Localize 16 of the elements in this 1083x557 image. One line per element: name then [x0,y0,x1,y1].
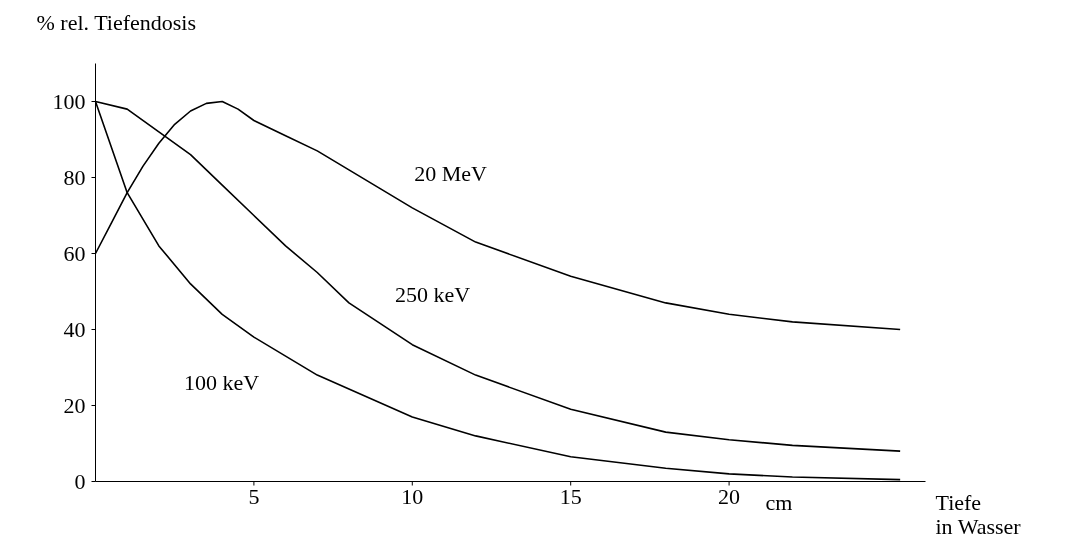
y-tick-label: 80 [63,164,86,190]
y-tick-label: 60 [63,240,86,266]
y-tick-label: 0 [74,468,86,494]
y-axis-title: % rel. Tiefendosis [36,10,196,35]
y-tick-label: 100 [52,88,86,114]
y-tick-label: 40 [63,316,86,342]
series-label: 100 keV [183,369,260,395]
x-tick-label: 15 [559,483,582,509]
series-label: 20 MeV [414,161,488,187]
y-tick-label: 20 [63,392,86,418]
x-axis-title: Tiefe in Wasser [935,489,1022,539]
x-tick-label: 5 [248,483,260,509]
x-tick-label: 10 [401,483,424,509]
x-tick-label: 20 [718,483,741,509]
series-label: 250 keV [394,282,471,308]
text: cm [765,489,793,515]
